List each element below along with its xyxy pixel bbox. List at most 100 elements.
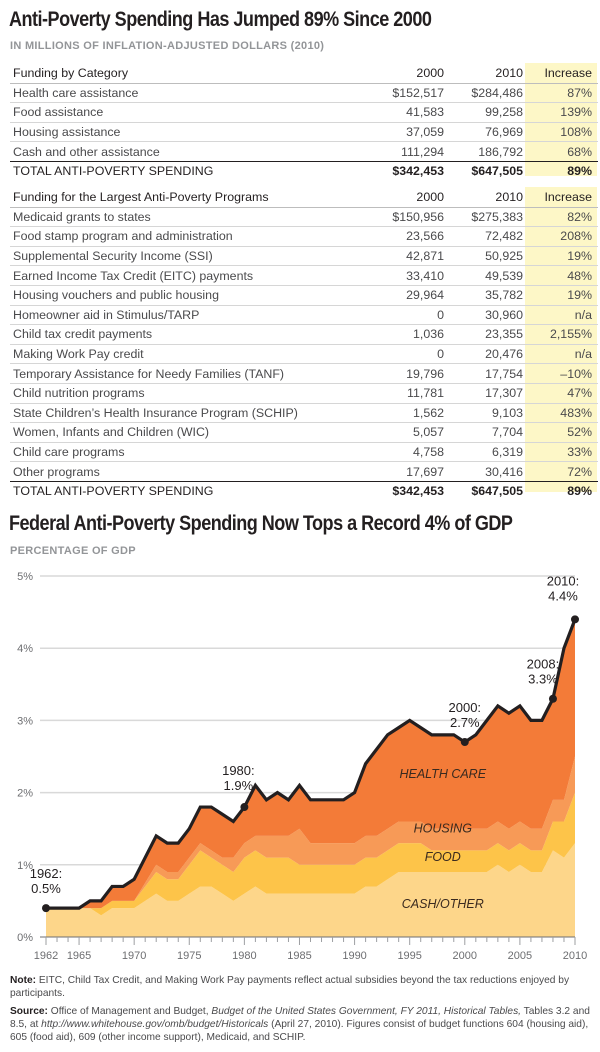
x-tick-label: 1995 [397, 950, 421, 962]
value-2000: 1,036 [371, 324, 450, 345]
area-label: CASH/OTHER [402, 897, 484, 911]
increase-value: 33% [529, 442, 598, 463]
row-label: Child care programs [10, 442, 371, 463]
increase-value: 48% [529, 265, 598, 286]
area-label: HEALTH CARE [399, 767, 486, 781]
increase-value: 47% [529, 383, 598, 404]
table-row: Other programs 17,697 30,416 72% [10, 461, 598, 482]
value-2010: $647,505 [471, 484, 523, 499]
row-label: Making Work Pay credit [10, 344, 371, 365]
x-tick-label: 2005 [508, 950, 532, 962]
value-2010: 186,792 [450, 141, 529, 162]
value-2010: 30,416 [450, 461, 529, 482]
row-label: Other programs [10, 461, 371, 482]
annotation-year: 2008: [527, 657, 560, 672]
note: Note: EITC, Child Tax Credit, and Making… [10, 974, 595, 1000]
table-row: Temporary Assistance for Needy Families … [10, 363, 598, 384]
table-total-row: TOTAL ANTI-POVERTY SPENDING $342,453 $647,… [10, 161, 598, 180]
table-row: Health care assistance $152,517 $284,486 87… [10, 83, 598, 104]
annotation-value: 0.5% [31, 881, 61, 896]
area-cash-other [46, 843, 575, 937]
value-2010: 7,704 [450, 422, 529, 443]
programs-table: Funding for the Largest Anti-Poverty Pro… [10, 188, 598, 501]
value-2000: 2000 [371, 64, 450, 84]
value-2000: 33,410 [371, 265, 450, 286]
x-tick-label: 1975 [177, 950, 201, 962]
annotation-dot [240, 803, 249, 812]
increase-value: 68% [529, 141, 598, 162]
annotation-dot [548, 694, 557, 703]
row-label: Women, Infants and Children (WIC) [10, 422, 371, 443]
row-label: Earned Income Tax Credit (EITC) payments [10, 265, 371, 286]
table-row: State Children’s Health Insurance Progra… [10, 403, 598, 424]
row-label: Funding by Category [10, 64, 371, 84]
x-tick-label: 1965 [67, 950, 91, 962]
chart-subtitle: PERCENTAGE OF GDP [10, 545, 136, 557]
value-2010: 20,476 [450, 344, 529, 365]
page-subtitle: IN MILLIONS OF INFLATION-ADJUSTED DOLLAR… [10, 40, 325, 52]
area-health-care [46, 619, 575, 909]
row-label: Health care assistance [10, 83, 371, 104]
page-title: Anti-Poverty Spending Has Jumped 89% Sin… [9, 8, 432, 31]
table-row: Earned Income Tax Credit (EITC) payments… [10, 265, 598, 286]
value-2010: 6,319 [450, 442, 529, 463]
value-2000: 111,294 [371, 141, 450, 162]
annotation-value: 3.3% [528, 672, 558, 687]
value-2010: 30,960 [450, 305, 529, 326]
row-label: Housing assistance [10, 122, 371, 143]
row-label: Food stamp program and administration [10, 226, 371, 247]
annotation-year: 1962: [30, 866, 63, 881]
table-row: Women, Infants and Children (WIC) 5,057 7,… [10, 422, 598, 443]
value-2000: 23,566 [371, 226, 450, 247]
value-2010: $284,486 [450, 83, 529, 104]
value-2010: 2010 [450, 64, 529, 84]
row-label: State Children’s Health Insurance Progra… [10, 403, 371, 424]
value-2010: 9,103 [450, 403, 529, 424]
row-label: Funding for the Largest Anti-Poverty Pro… [10, 188, 371, 208]
y-tick-label: 2% [17, 788, 33, 800]
source-text: Tables 3.2 and 8.5, at [10, 1006, 590, 1030]
value-2000: 4,758 [371, 442, 450, 463]
value-2010: 17,307 [450, 383, 529, 404]
row-label: TOTAL ANTI-POVERTY SPENDING [13, 484, 214, 499]
increase-value: 19% [529, 246, 598, 267]
increase-value: 483% [529, 403, 598, 424]
table-row: Food stamp program and administration 23,… [10, 226, 598, 247]
annotation-year: 2010: [547, 573, 580, 588]
table-row: Child care programs 4,758 6,319 33% [10, 442, 598, 463]
x-tick-label: 1990 [342, 950, 366, 962]
x-tick-label: 2000 [453, 950, 477, 962]
x-tick-label: 1980 [232, 950, 256, 962]
row-label: Medicaid grants to states [10, 207, 371, 228]
increase-value: 2,155% [529, 324, 598, 345]
value-2000: $342,453 [392, 164, 444, 179]
value-2000: 42,871 [371, 246, 450, 267]
table-row: Supplemental Security Income (SSI) 42,871… [10, 246, 598, 267]
table-header: Funding by Category 2000 2010 Increase [10, 64, 598, 84]
increase-value: 208% [529, 226, 598, 247]
value-2010: 23,355 [450, 324, 529, 345]
value-2000: 1,562 [371, 403, 450, 424]
increase-value: 89% [567, 484, 592, 499]
row-label: Temporary Assistance for Needy Families … [10, 363, 371, 384]
value-2010: 17,754 [450, 363, 529, 384]
value-2000: 29,964 [371, 285, 450, 306]
increase-value: Increase [529, 64, 598, 84]
chart-title: Federal Anti-Poverty Spending Now Tops a… [9, 512, 513, 535]
row-label: Child tax credit payments [10, 324, 371, 345]
value-2000: 0 [371, 344, 450, 365]
annotation-value: 2.7% [450, 715, 480, 730]
value-2000: $150,956 [371, 207, 450, 228]
value-2000: 19,796 [371, 363, 450, 384]
value-2010: 50,925 [450, 246, 529, 267]
source-url[interactable]: http://www.whitehouse.gov/omb/budget/His… [41, 1019, 269, 1030]
area-label: HOUSING [414, 821, 473, 835]
value-2010: 99,258 [450, 102, 529, 123]
y-tick-label: 3% [17, 715, 33, 727]
table-row: Medicaid grants to states $150,956 $275,38… [10, 207, 598, 228]
table-row: Food assistance 41,583 99,258 139% [10, 102, 598, 123]
increase-value: n/a [529, 305, 598, 326]
increase-value: 89% [567, 164, 592, 179]
table-total-row: TOTAL ANTI-POVERTY SPENDING $342,453 $647,… [10, 481, 598, 500]
source-label: Source: [10, 1006, 48, 1017]
